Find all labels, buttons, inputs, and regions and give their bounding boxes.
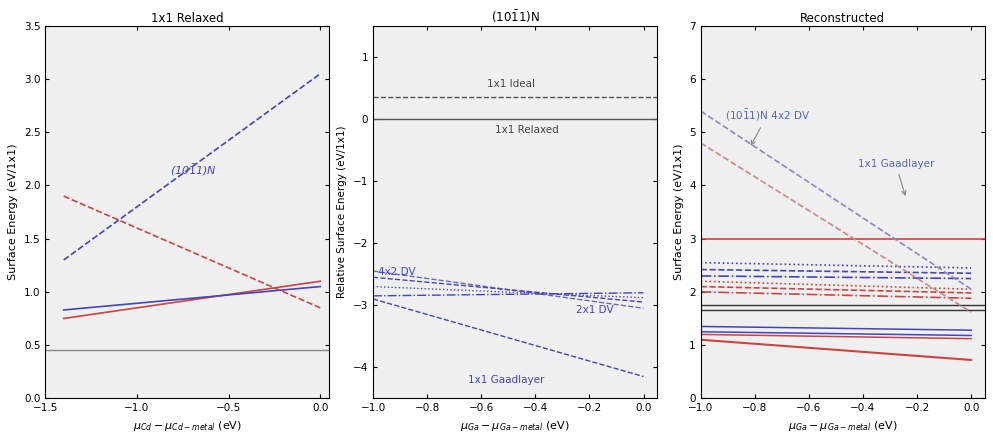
X-axis label: $\mu_{Ga}-\mu_{Ga-metal}$ (eV): $\mu_{Ga}-\mu_{Ga-metal}$ (eV) bbox=[787, 419, 898, 433]
Text: (10$\bar{1}$1)N 4x2 DV: (10$\bar{1}$1)N 4x2 DV bbox=[725, 108, 810, 145]
Text: 1x1 Gaadlayer: 1x1 Gaadlayer bbox=[468, 375, 544, 385]
Y-axis label: Relative Surface Energy (eV/1x1): Relative Surface Energy (eV/1x1) bbox=[338, 126, 348, 299]
Y-axis label: Surface Energy (eV/1x1): Surface Energy (eV/1x1) bbox=[8, 144, 18, 280]
Text: (10$\bar{1}$1)N: (10$\bar{1}$1)N bbox=[170, 163, 217, 178]
Text: 1x1 Gaadlayer: 1x1 Gaadlayer bbox=[858, 159, 933, 195]
Text: 1x1 Relaxed: 1x1 Relaxed bbox=[495, 125, 558, 135]
Title: Reconstructed: Reconstructed bbox=[800, 12, 885, 25]
Title: (10$\bar{1}$1)N: (10$\bar{1}$1)N bbox=[491, 8, 539, 25]
Y-axis label: Surface Energy (eV/1x1): Surface Energy (eV/1x1) bbox=[673, 144, 683, 280]
Title: 1x1 Relaxed: 1x1 Relaxed bbox=[151, 12, 223, 25]
X-axis label: $\mu_{Cd}-\mu_{Cd-metal}$ (eV): $\mu_{Cd}-\mu_{Cd-metal}$ (eV) bbox=[133, 419, 242, 433]
Text: 4x2 DV: 4x2 DV bbox=[378, 267, 416, 277]
Text: 2x1 DV: 2x1 DV bbox=[576, 305, 614, 314]
X-axis label: $\mu_{Ga}-\mu_{Ga-metal}$ (eV): $\mu_{Ga}-\mu_{Ga-metal}$ (eV) bbox=[460, 419, 570, 433]
Text: 1x1 Ideal: 1x1 Ideal bbox=[487, 79, 534, 89]
